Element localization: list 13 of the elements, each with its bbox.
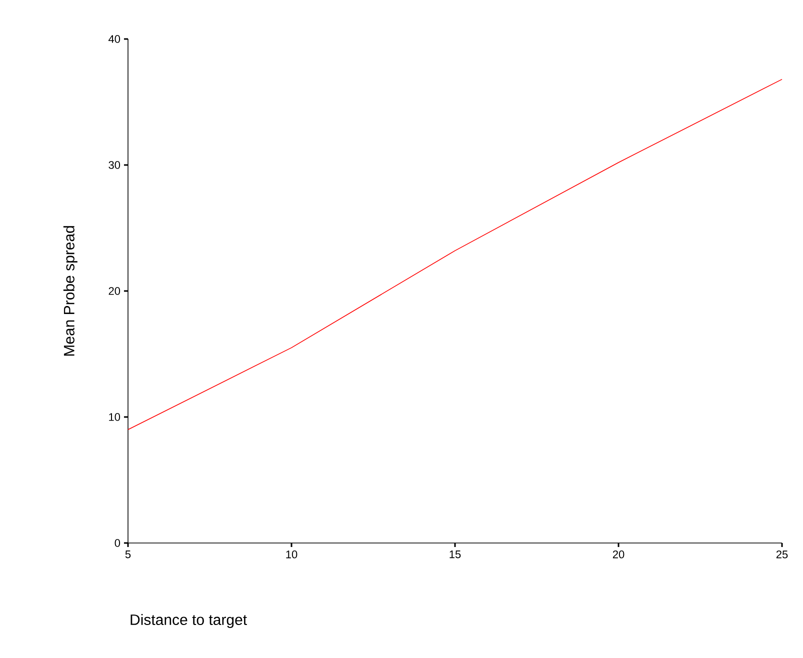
x-tick-label: 20 — [612, 550, 624, 558]
x-tick-label: 25 — [776, 550, 788, 558]
y-tick-label: 20 — [108, 287, 120, 295]
y-tick-label: 10 — [109, 413, 120, 421]
y-tick-label: 40 — [108, 35, 120, 43]
y-axis-title: Mean Probe spread — [63, 226, 78, 356]
x-tick-label: 10 — [286, 550, 298, 558]
line-series — [128, 78, 782, 430]
x-axis-title: Distance to target — [130, 614, 247, 628]
x-tick-label: 15 — [450, 550, 461, 558]
x-tick-label: 5 — [125, 550, 131, 558]
y-tick-label: 30 — [108, 161, 120, 169]
y-tick-label: 0 — [114, 539, 120, 547]
